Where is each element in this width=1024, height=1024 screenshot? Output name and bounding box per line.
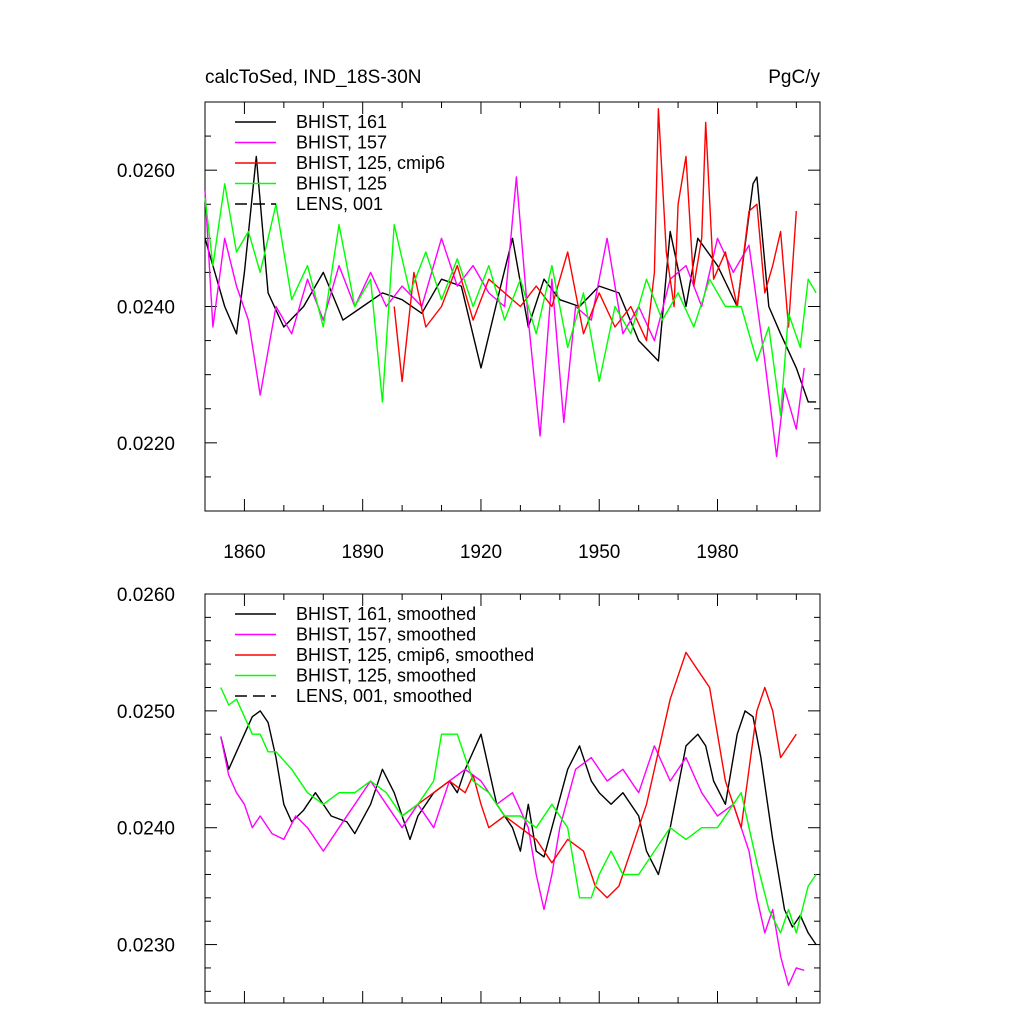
y-tick-label: 0.0230 (117, 936, 175, 957)
series-line-1 (220, 710, 817, 945)
legend-label: BHIST, 125, smoothed (296, 666, 476, 686)
series-line-3 (393, 108, 797, 383)
legend-label: BHIST, 157, smoothed (296, 625, 476, 645)
series-line-3 (401, 651, 797, 899)
y-tick-label: 0.0220 (117, 434, 175, 455)
y-tick-label: 0.0240 (117, 819, 175, 840)
chart-panel-2: 0.0230 0.0240 0.0250 0.0260 BHIST, 161, smoo… (117, 585, 821, 1004)
series-line-4 (220, 687, 817, 934)
y-tick-label: 0.0240 (117, 298, 175, 319)
x-tick-label: 1920 (460, 542, 502, 563)
x-tick-label: 1890 (342, 542, 384, 563)
legend-label: BHIST, 161 (296, 112, 387, 132)
chart-panel-1: 0.0220 0.0240 0.0260 1860 1890 1920 1950 1980 ca… (117, 67, 821, 563)
series-line-2 (204, 176, 805, 458)
legend-label: BHIST, 161, smoothed (296, 604, 476, 624)
x-tick-label: 1950 (578, 542, 620, 563)
units-label: PgC/y (768, 67, 820, 88)
y-tick-label: 0.0260 (117, 161, 175, 182)
legend-label: BHIST, 125 (296, 174, 387, 194)
y-tick-label: 0.0250 (117, 702, 175, 723)
legend-label: LENS, 001 (296, 194, 383, 214)
x-tick-label: 1860 (223, 542, 265, 563)
legend-label: LENS, 001, smoothed (296, 686, 472, 706)
series-line-2 (220, 736, 805, 987)
x-tick-label: 1980 (696, 542, 738, 563)
series-line-4 (204, 183, 817, 417)
legend-label: BHIST, 157 (296, 133, 387, 153)
plot-frame (204, 593, 821, 1004)
chart-title: calcToSed, IND_18S-30N (205, 67, 422, 88)
legend-label: BHIST, 125, cmip6, smoothed (296, 645, 534, 665)
y-tick-label: 0.0260 (117, 585, 175, 606)
legend-label: BHIST, 125, cmip6 (296, 153, 445, 173)
